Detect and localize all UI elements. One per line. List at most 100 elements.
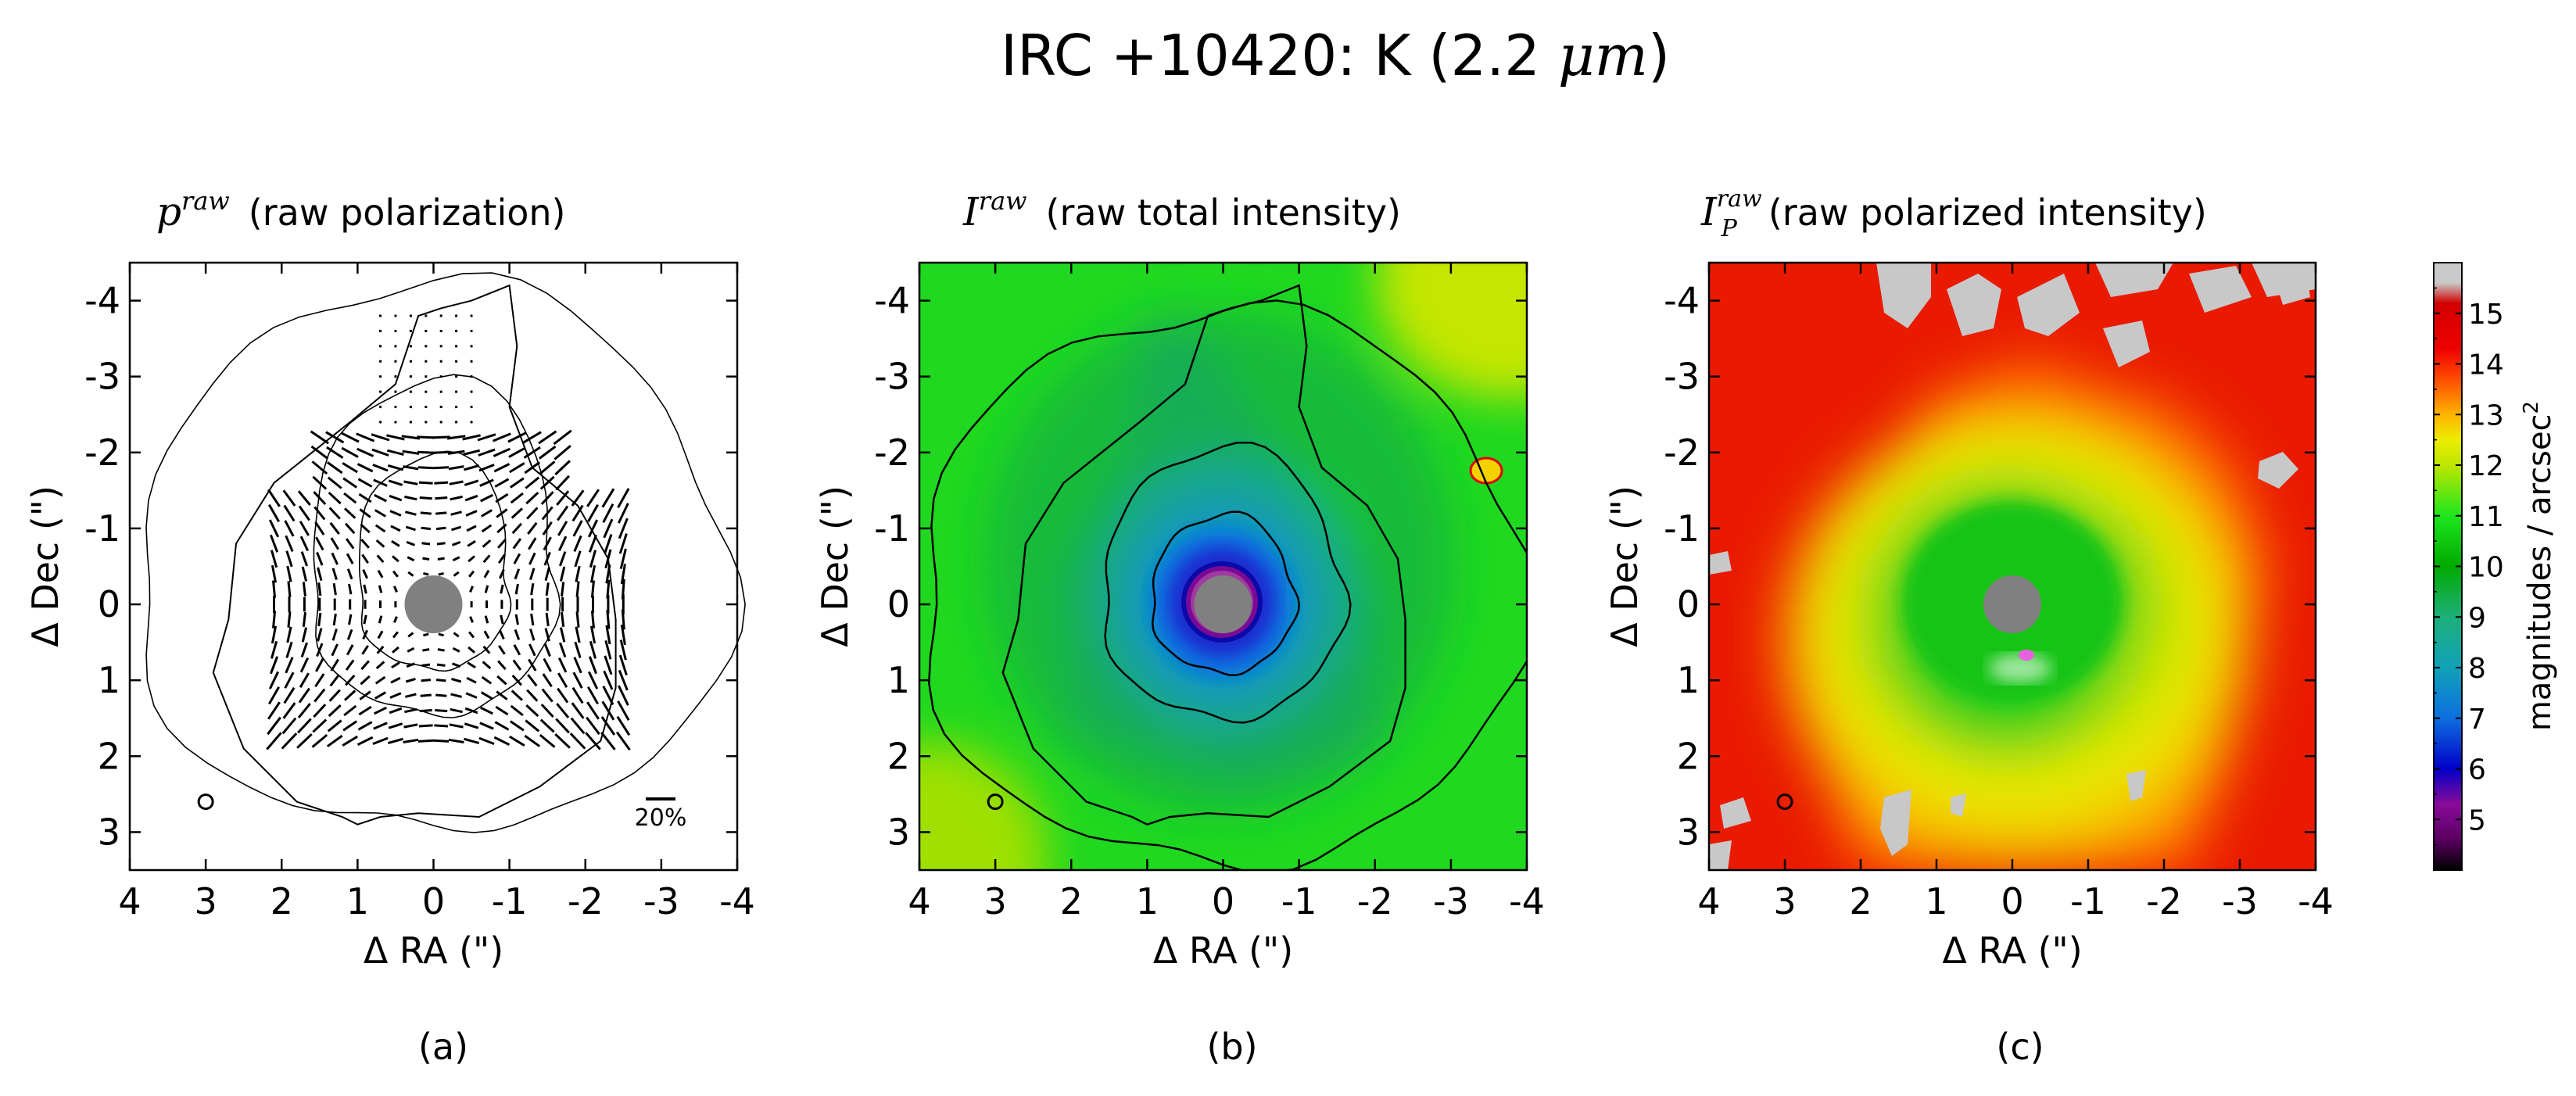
- polarization-vector: [296, 733, 313, 749]
- polarization-vector: [393, 616, 398, 623]
- polarization-vector: [373, 722, 388, 730]
- polarization-vector: [287, 581, 292, 597]
- panel-a-axes: 4 3 2 1 0 -1 -2 -3 -4 -4 -3 -2 -1 0 1 2 3 Δ RA (") Δ Dec (…: [24, 261, 755, 972]
- polarization-vector: [511, 674, 523, 686]
- y-tick-label: 1: [98, 659, 120, 701]
- polarization-vector: [606, 610, 611, 629]
- polarization-vector: [326, 461, 343, 475]
- panel-c-saturated-regions: [1709, 263, 2316, 870]
- polarization-vector: [513, 644, 521, 656]
- polarization-vector: [573, 535, 582, 552]
- polarization-vector: [332, 613, 337, 626]
- colorbar-tick-label: 7: [2468, 704, 2486, 736]
- polarization-vector: [468, 570, 475, 578]
- polarization-vector: [528, 537, 537, 550]
- colorbar: 5 6 7 8 9 10 11 12 13 14 15 magnitudes / arcsec2: [2433, 262, 2558, 871]
- polarization-vector: [463, 737, 480, 745]
- polarization-vector: [574, 641, 582, 658]
- polarization-vector: [494, 721, 510, 731]
- x-tick-label: 2: [1060, 880, 1083, 922]
- polarization-vector: [557, 521, 568, 536]
- polarization-vector: [332, 582, 337, 596]
- colorbar-tick-label: 8: [2468, 653, 2486, 685]
- polarization-vector: [438, 632, 444, 637]
- colorbar-tick-label: 15: [2468, 299, 2504, 331]
- polarization-vector: [525, 719, 540, 732]
- polarization-vector: [418, 481, 433, 485]
- y-tick-label: -3: [874, 356, 910, 398]
- polarization-vector: [484, 615, 489, 624]
- polarization-vector: [358, 705, 372, 716]
- polarization-vector: [281, 717, 297, 735]
- polarization-vector: [359, 690, 371, 700]
- polarization-vector: [478, 736, 495, 745]
- polarization-vector: [539, 718, 555, 733]
- polarization-vector: [420, 693, 432, 697]
- polarization-vector: [361, 553, 369, 564]
- polarization-vector: [432, 450, 450, 454]
- x-tick-label: -3: [2222, 880, 2258, 922]
- colorbar-tick-label: 13: [2468, 399, 2504, 432]
- polarization-vector: [530, 582, 535, 596]
- polarization-vector: [586, 686, 600, 705]
- x-tick-label: -4: [719, 880, 755, 922]
- x-tick-label: 4: [1697, 880, 1720, 922]
- y-tick-label: -1: [874, 507, 910, 550]
- polarization-vector: [422, 648, 430, 652]
- polarization-vector: [433, 466, 450, 470]
- polarization-vector: [374, 691, 387, 700]
- polarization-vector: [480, 691, 493, 700]
- polarization-vector: [482, 539, 492, 548]
- polarization-vector: [453, 632, 460, 638]
- polarization-vector: [284, 672, 295, 689]
- polarization-vector: [356, 736, 374, 747]
- polarization-vector: [530, 613, 535, 626]
- y-tick-label: 1: [1677, 659, 1700, 701]
- y-axis-label: Δ Dec ("): [24, 485, 66, 647]
- polarization-vector: [387, 464, 404, 471]
- polarization-vector: [554, 444, 571, 460]
- y-tick-label: -2: [874, 432, 910, 474]
- occulting-mask: [1194, 575, 1252, 634]
- polarization-vector: [525, 476, 540, 489]
- polarization-vector: [328, 704, 342, 718]
- polarization-vector: [540, 704, 554, 718]
- polarization-vector: [602, 503, 614, 523]
- polarization-vector: [588, 656, 598, 675]
- polarization-vector: [467, 539, 476, 547]
- polarization-vector: [484, 585, 489, 593]
- polarization-vector: [341, 446, 359, 458]
- polarization-vector: [316, 551, 324, 566]
- polarization-vector: [587, 519, 599, 538]
- polarization-vector: [512, 538, 522, 550]
- polarization-vector: [329, 521, 340, 535]
- polarization-vector: [269, 656, 279, 675]
- polarization-vector: [405, 510, 417, 516]
- polarization-vector: [348, 583, 353, 595]
- polarization-vector: [285, 657, 294, 674]
- polarization-vector: [571, 702, 585, 719]
- polarization-vector: [479, 478, 494, 487]
- polarization-vector: [392, 646, 399, 654]
- polarization-vector: [282, 489, 296, 507]
- polarization-vector: [267, 686, 281, 705]
- polarization-vector: [540, 491, 554, 506]
- polarization-vector: [360, 523, 371, 534]
- polarization-vector: [374, 706, 387, 715]
- polarization-vector: [374, 675, 386, 685]
- polarization-vector: [478, 464, 495, 472]
- polarization-vector: [573, 657, 582, 674]
- polarization-vector: [479, 722, 494, 730]
- polarization-vector: [469, 616, 474, 623]
- polarization-vector: [328, 507, 341, 520]
- polarization-vector: [286, 626, 292, 643]
- polarization-vector: [600, 731, 616, 750]
- polarization-vector: [315, 536, 324, 551]
- colorbar-ticks: 5 6 7 8 9 10 11 12 13 14 15: [2434, 287, 2504, 846]
- polarization-vector: [392, 570, 399, 578]
- contour-line: [145, 272, 746, 833]
- x-tick-label: 2: [270, 880, 293, 922]
- polarization-vector: [313, 704, 327, 718]
- x-tick-label: 0: [1212, 880, 1234, 922]
- polarization-vector: [272, 611, 277, 629]
